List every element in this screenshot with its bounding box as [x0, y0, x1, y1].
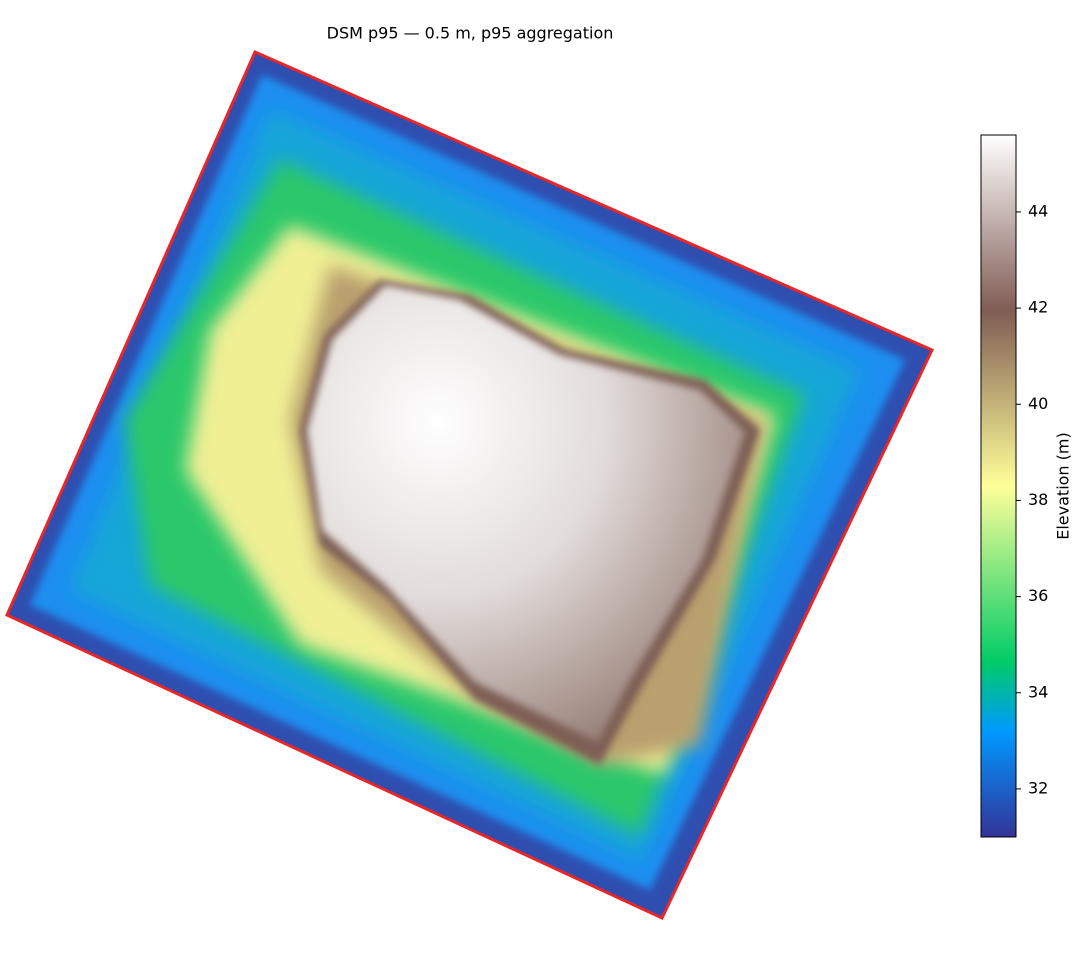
- tile-outline: [5, 50, 935, 920]
- colorbar: [980, 134, 1017, 838]
- colorbar-tick-label: 42: [1028, 298, 1048, 317]
- colorbar-tick-label: 36: [1028, 586, 1048, 605]
- raster: [7, 52, 932, 918]
- colorbar-label: Elevation (m): [1054, 432, 1073, 539]
- colorbar-tick-label: 34: [1028, 682, 1048, 701]
- colorbar-tick-label: 32: [1028, 778, 1048, 797]
- colorbar-ticks: 32 34 36 38 40 42 44: [1016, 201, 1048, 797]
- colorbar-tick-label: 38: [1028, 490, 1048, 509]
- colorbar-tick-label: 44: [1028, 201, 1048, 220]
- colorbar-tick-label: 40: [1028, 394, 1048, 413]
- map-title: DSM p95 — 0.5 m, p95 aggregation: [327, 24, 614, 43]
